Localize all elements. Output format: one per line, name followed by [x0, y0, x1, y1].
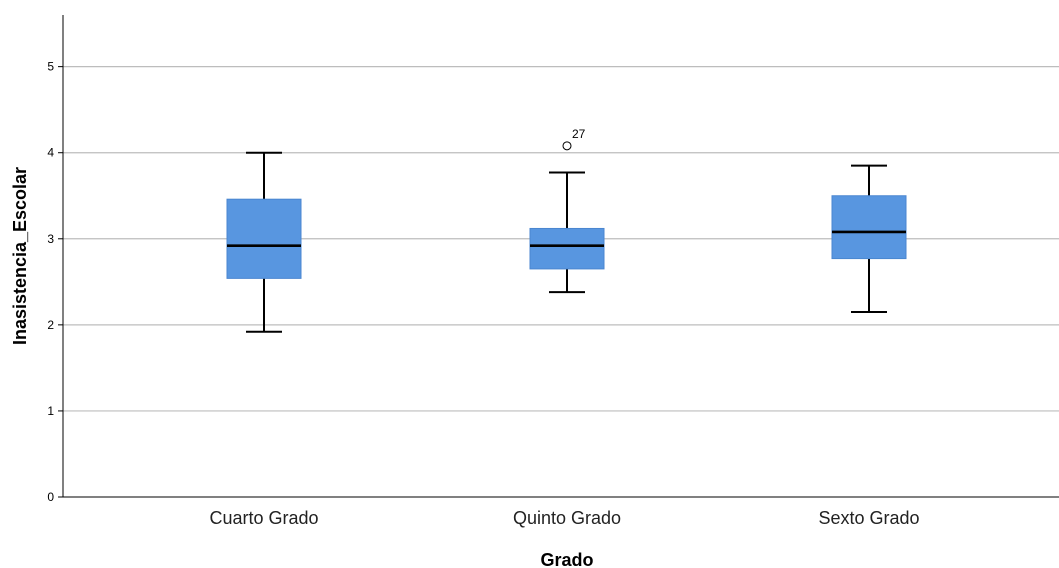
y-tick-label: 1: [47, 404, 54, 418]
y-axis-title: Inasistencia_Escolar: [10, 167, 30, 345]
axes: [58, 15, 1059, 498]
y-tick-label: 5: [47, 60, 54, 74]
labels: 0 1 2 3 4 5 Cuarto Grado Quinto Grado Sexto Grad…: [47, 60, 919, 528]
box-3: [831, 164, 907, 313]
outlier-label: 27: [572, 127, 586, 141]
x-category-label: Sexto Grado: [818, 508, 919, 528]
box-1: [226, 151, 302, 333]
x-category-label: Quinto Grado: [513, 508, 621, 528]
outlier-point: [562, 141, 572, 151]
box-2: 27: [529, 127, 605, 294]
x-category-label: Cuarto Grado: [209, 508, 318, 528]
iqr-box: [831, 195, 907, 260]
iqr-box: [529, 227, 605, 270]
y-tick-label: 3: [47, 232, 54, 246]
y-tick-label: 0: [47, 490, 54, 504]
y-tick-label: 4: [47, 146, 54, 160]
iqr-box: [226, 198, 302, 279]
boxes: 27: [226, 127, 907, 333]
x-axis-title: Grado: [540, 550, 593, 568]
y-tick-label: 2: [47, 318, 54, 332]
